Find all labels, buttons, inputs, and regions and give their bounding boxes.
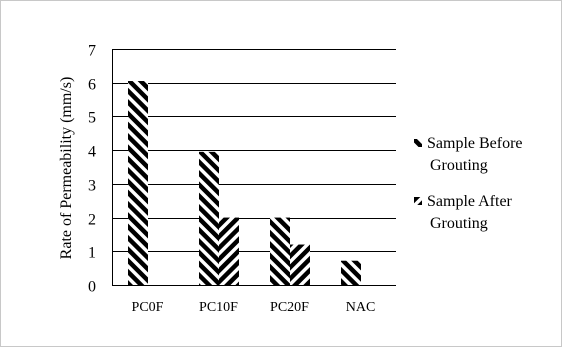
x-category-label: PC20F bbox=[270, 300, 309, 315]
y-tick-label: 4 bbox=[88, 144, 96, 161]
axes bbox=[112, 49, 396, 286]
y-tick-label: 6 bbox=[88, 77, 96, 94]
y-tick-label: 0 bbox=[88, 279, 96, 296]
y-tick-label: 7 bbox=[88, 43, 96, 60]
bar-before-grouting-nac bbox=[341, 260, 361, 285]
legend: Sample Before Grouting Sample After Groutin… bbox=[414, 135, 523, 232]
x-category-label: NAC bbox=[346, 300, 376, 315]
bar-after-grouting-pc10f bbox=[219, 217, 239, 285]
y-tick-label: 3 bbox=[88, 178, 96, 195]
x-axis-categories: PC0F PC10F PC20F NAC bbox=[132, 300, 376, 315]
gridlines bbox=[112, 49, 396, 252]
legend-swatch bbox=[414, 197, 422, 205]
bar-before-grouting-pc0f bbox=[128, 81, 148, 286]
y-axis-ticks: 0 1 2 3 4 5 6 7 bbox=[88, 43, 96, 296]
bar-before-grouting-pc20f bbox=[270, 217, 290, 285]
x-category-label: PC10F bbox=[199, 300, 238, 315]
legend-entry: Sample Before Grouting bbox=[427, 135, 523, 174]
legend-entry-line: Grouting bbox=[430, 157, 488, 174]
bars bbox=[128, 81, 361, 286]
bar-before-grouting-pc10f bbox=[199, 151, 219, 285]
legend-swatch bbox=[414, 139, 422, 147]
legend-entry-line: Sample After bbox=[427, 193, 513, 210]
x-category-label: PC0F bbox=[132, 300, 164, 315]
y-tick-label: 1 bbox=[88, 245, 96, 262]
bar-after-grouting-pc20f bbox=[290, 244, 310, 285]
y-tick-label: 5 bbox=[88, 110, 96, 127]
legend-entry-line: Grouting bbox=[430, 215, 488, 232]
y-axis-title: Rate of Permeability (mm/s) bbox=[58, 77, 75, 260]
legend-entry: Sample After Grouting bbox=[427, 193, 513, 232]
y-tick-label: 2 bbox=[88, 212, 96, 229]
legend-entry-line: Sample Before bbox=[427, 135, 523, 152]
